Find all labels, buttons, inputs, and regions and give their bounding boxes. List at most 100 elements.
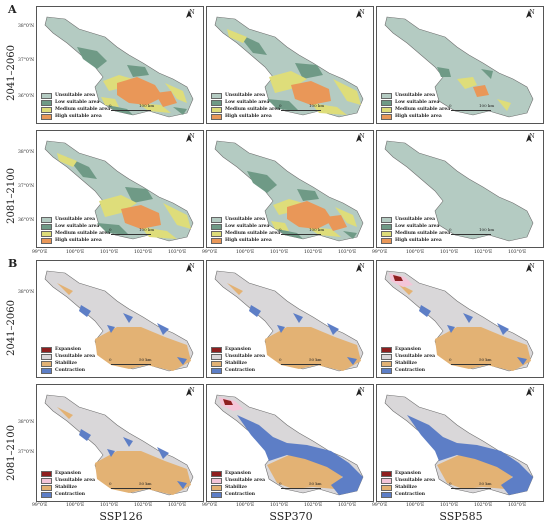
legend: Unsuitable area Low suitable area Medium s… [211, 92, 280, 120]
scenario-label-ssp126: SSP126 [99, 510, 143, 523]
legend-item: Unsuitable area [41, 353, 95, 360]
legend-swatch [381, 477, 392, 484]
legend-swatch [41, 367, 52, 374]
scale-distance: 100 km [479, 103, 495, 108]
legend-label: High suitable area [395, 238, 442, 243]
legend-label: Contraction [225, 492, 256, 497]
legend-swatch [41, 113, 52, 120]
legend-item: Expansion [211, 470, 265, 477]
scale-bar: 0 100 km [109, 103, 154, 111]
study-area-map [384, 16, 534, 118]
legend-item: High suitable area [381, 113, 450, 120]
lon-label: 100°0'E [406, 503, 425, 508]
contraction-patch [157, 447, 169, 459]
contraction-patch [237, 415, 363, 495]
legend-label: Unsuitable area [55, 93, 96, 98]
lon-label: 99°0'E [202, 503, 218, 508]
legend-item: Stabilize [41, 484, 95, 491]
lon-label: 101°0'E [440, 503, 459, 508]
scale-zero: 0 [109, 357, 112, 362]
medium-suitable-patch [271, 221, 289, 231]
map-panel: N Expansion Unsuitable area Stabilize Contra… [36, 384, 204, 502]
low-suitable-patch [173, 107, 187, 115]
contraction-patch [79, 305, 91, 317]
legend-item: High suitable area [41, 113, 110, 120]
lon-label: 102°0'E [304, 503, 323, 508]
legend-swatch [381, 99, 392, 106]
scale-line [451, 232, 491, 235]
legend-item: Contraction [381, 491, 435, 498]
lon-label: 101°0'E [270, 503, 289, 508]
legend-swatch [41, 92, 52, 99]
legend: Unsuitable area Low suitable area Medium s… [381, 216, 450, 244]
legend-label: Medium suitable area [225, 107, 281, 112]
stable-patch [435, 327, 531, 371]
north-label: N [359, 9, 365, 16]
legend-swatch [41, 237, 52, 244]
legend-swatch [211, 237, 222, 244]
legend-label: Unsuitable area [55, 478, 96, 483]
legend-label: High suitable area [55, 114, 102, 119]
lon-label: 100°0'E [236, 250, 255, 255]
low-suitable-patch [97, 223, 129, 235]
legend-swatch [381, 92, 392, 99]
legend-swatch [211, 113, 222, 120]
medium-suitable-patch [57, 153, 77, 167]
map-panel: N Expansion Unsuitable area Stabilize Contra… [206, 384, 374, 502]
north-arrow-icon: N [526, 10, 538, 18]
scale-bar: 0 50 km [279, 357, 322, 365]
legend-item: Medium suitable area [41, 230, 110, 237]
legend-item: Unsuitable area [41, 216, 110, 223]
legend: Expansion Unsuitable area Stabilize Contrac… [211, 470, 265, 498]
lat-label: 38°0'N [18, 420, 35, 425]
north-label: N [359, 387, 365, 394]
high-suitable-patch [287, 201, 333, 229]
north-arrow-icon: N [186, 10, 198, 18]
legend-swatch [381, 230, 392, 237]
medium-suitable-patch [141, 227, 177, 239]
map-panel: N Unsuitable area Low suitable area Medium … [36, 130, 204, 248]
legend-label: Medium suitable area [225, 231, 281, 236]
lat-label: 38°0'N [18, 290, 35, 295]
legend-item: Unsuitable area [381, 92, 450, 99]
scale-bar: 0 50 km [279, 481, 322, 489]
region-outline [384, 140, 534, 242]
medium-suitable-patch [163, 203, 191, 229]
legend-item: Low suitable area [211, 223, 280, 230]
legend-swatch [41, 346, 52, 353]
scale-line [451, 362, 491, 365]
legend-item: Low suitable area [41, 99, 110, 106]
lon-label: 99°0'E [32, 250, 48, 255]
legend-label: Stabilize [395, 361, 417, 366]
legend-label: Expansion [395, 347, 421, 352]
lon-label: 103°0'E [508, 503, 527, 508]
panel-letter-a: A [8, 3, 17, 16]
legend-item: Contraction [211, 367, 265, 374]
scale-distance: 50 km [309, 357, 322, 362]
north-arrow-icon: N [356, 387, 368, 396]
contraction-patch [107, 325, 115, 333]
contraction-patch [347, 357, 357, 365]
contraction-patch [79, 429, 91, 441]
lon-label: 101°0'E [440, 250, 459, 255]
lon-label: 99°0'E [32, 503, 48, 508]
legend-swatch [41, 484, 52, 491]
legend-swatch [381, 367, 392, 374]
lon-label: 101°0'E [270, 250, 289, 255]
map-panel: N Expansion Unsuitable area Stabilize Contra… [36, 260, 204, 378]
legend-item: Contraction [41, 367, 95, 374]
lon-label: 103°0'E [168, 250, 187, 255]
legend-swatch [211, 353, 222, 360]
study-area-map [214, 16, 364, 118]
lon-label: 103°0'E [168, 503, 187, 508]
legend-swatch [211, 360, 222, 367]
study-area-map [214, 394, 364, 496]
low-suitable-patch [127, 65, 149, 77]
legend-item: Medium suitable area [381, 230, 450, 237]
legend-item: High suitable area [211, 113, 280, 120]
medium-suitable-patch [311, 103, 347, 115]
north-label: N [189, 133, 195, 140]
legend-label: Contraction [395, 368, 426, 373]
legend-item: Expansion [381, 470, 435, 477]
legend-label: Expansion [225, 471, 251, 476]
